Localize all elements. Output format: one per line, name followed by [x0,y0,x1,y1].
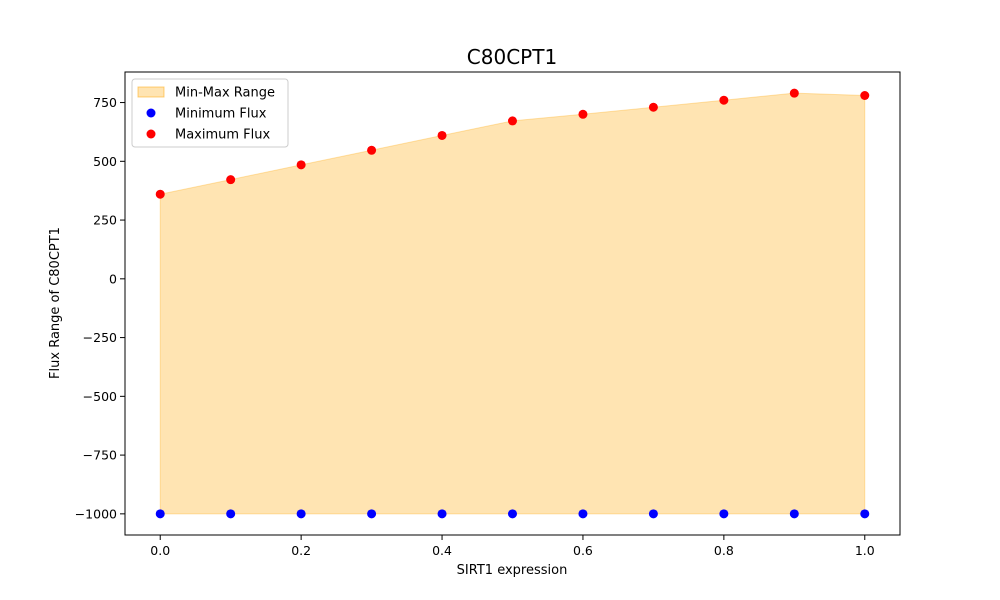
x-tick-label: 0.4 [432,543,452,558]
minimum-flux-point [155,509,165,519]
minimum-flux-point [789,509,799,519]
maximum-flux-point [367,145,377,155]
maximum-flux-point [508,116,517,126]
plot-frame [124,71,901,536]
maximum-flux-point [578,109,588,119]
legend: Min-Max Range Minimum Flux Maximum Flux [131,78,289,148]
legend-label: Maximum Flux [175,128,271,143]
x-tick-label: 0.6 [573,543,593,558]
minimum-flux-point [437,509,447,519]
minimum-flux-point [367,509,377,519]
y-axis-label: Flux Range of C80CPT1 [48,227,63,379]
maximum-flux-point [719,95,729,105]
minimum-flux-point [296,509,306,519]
legend-label: Minimum Flux [175,107,267,122]
minimum-flux-point [508,509,517,519]
data-points [155,88,870,519]
maximum-flux-point [226,175,236,185]
minimum-flux-point [578,509,588,519]
minimum-flux-point [719,509,729,519]
x-tick-label: 0.0 [150,543,170,558]
x-tick-label: 0.2 [291,543,311,558]
y-tick-label: 500 [93,154,117,169]
maximum-flux-point [648,102,658,112]
minimum-flux-series [155,509,870,519]
chart-title: C80CPT1 [467,45,557,69]
x-axis-label: SIRT1 expression [457,563,568,578]
legend-swatch-range [137,86,165,98]
minimum-flux-point [648,509,658,519]
x-axis: 0.0 0.2 0.4 0.6 0.8 1.0 [150,535,875,558]
y-tick-label: −750 [83,448,117,463]
maximum-flux-point [155,189,165,199]
legend-box [131,78,289,148]
y-tick-label: −250 [83,330,117,345]
legend-label: Min-Max Range [175,86,275,101]
maximum-flux-series [155,88,870,199]
y-axis: −1000 −750 −500 −250 0 250 500 750 [75,95,125,521]
y-tick-label: −1000 [75,506,117,521]
maximum-flux-point [789,88,799,98]
y-tick-label: 750 [93,95,117,110]
y-tick-label: 250 [93,213,117,228]
x-tick-label: 0.8 [714,543,734,558]
legend-swatch-minimum [146,108,156,118]
minimum-flux-point [860,509,870,519]
x-tick-label: 1.0 [855,543,875,558]
min-max-range-fill [159,92,866,515]
y-tick-label: −500 [83,389,117,404]
y-tick-label: 0 [109,271,117,286]
maximum-flux-point [437,130,447,140]
legend-swatch-maximum [146,129,156,139]
maximum-flux-point [296,160,306,170]
minimum-flux-point [226,509,236,519]
maximum-flux-point [860,91,870,100]
min-max-range-area [159,92,866,515]
